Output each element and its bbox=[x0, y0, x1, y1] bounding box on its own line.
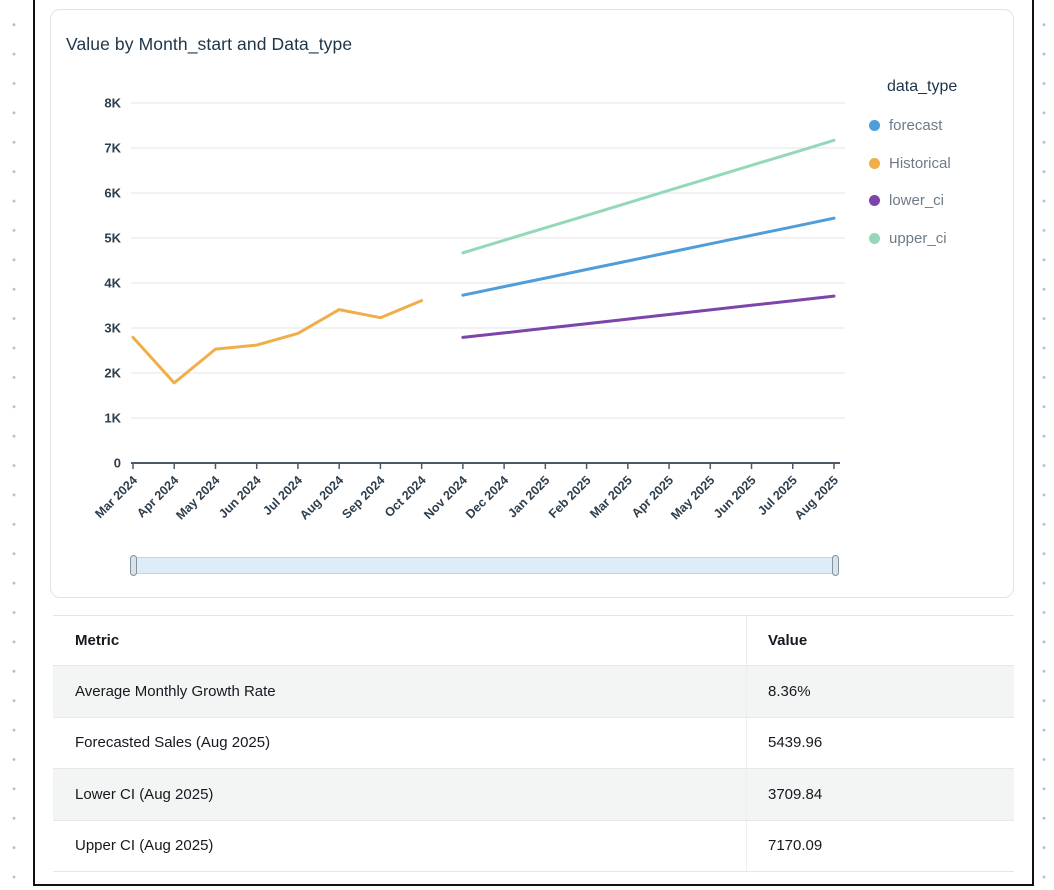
column-header-value[interactable]: Value bbox=[746, 616, 1014, 665]
sheet-frame-right-edge bbox=[1032, 0, 1034, 886]
metric-cell: Average Monthly Growth Rate bbox=[75, 682, 276, 700]
x-axis-tick-label: Jun 2024 bbox=[216, 473, 264, 521]
slider-handle-right[interactable] bbox=[832, 555, 839, 576]
legend-label: upper_ci bbox=[889, 229, 947, 247]
column-header-metric[interactable]: Metric bbox=[75, 632, 120, 649]
x-axis-tick-label: Jun 2025 bbox=[711, 473, 759, 521]
x-axis-tick-label: May 2025 bbox=[668, 473, 717, 522]
series-line-Historical[interactable] bbox=[131, 299, 424, 385]
slider-handle-left[interactable] bbox=[130, 555, 137, 576]
legend-item-lower_ci[interactable]: lower_ci bbox=[863, 182, 1013, 220]
sheet-frame-bottom-edge bbox=[33, 884, 1034, 886]
y-axis-tick-label: 3K bbox=[104, 321, 121, 336]
legend-label: lower_ci bbox=[889, 192, 945, 210]
legend-item-upper_ci[interactable]: upper_ci bbox=[863, 220, 1013, 258]
value-cell: 7170.09 bbox=[746, 820, 1014, 871]
legend-swatch-icon bbox=[869, 195, 880, 207]
legend-label: Historical bbox=[889, 154, 951, 172]
table-row[interactable]: Forecasted Sales (Aug 2025) 5439.96 bbox=[53, 717, 1014, 769]
x-axis-tick-label: Nov 2024 bbox=[421, 473, 470, 522]
series-line-lower_ci[interactable] bbox=[461, 294, 836, 339]
legend-swatch-icon bbox=[869, 157, 880, 169]
x-axis-tick-label: Feb 2025 bbox=[546, 473, 594, 521]
series-line-forecast[interactable] bbox=[461, 216, 836, 297]
x-axis-tick-label: Aug 2024 bbox=[297, 473, 346, 522]
metric-cell: Lower CI (Aug 2025) bbox=[75, 785, 214, 803]
x-axis-tick-label: Aug 2025 bbox=[792, 473, 841, 522]
canvas-grid-dots-left bbox=[12, 0, 16, 890]
legend-label: forecast bbox=[889, 117, 943, 135]
x-axis-tick-label: Mar 2025 bbox=[587, 473, 635, 521]
value-cell: 8.36% bbox=[746, 666, 1014, 717]
metric-cell: Upper CI (Aug 2025) bbox=[75, 837, 214, 855]
date-range-slider-track[interactable] bbox=[130, 555, 839, 576]
y-axis-tick-label: 8K bbox=[104, 96, 121, 111]
metrics-table: Metric Value Average Monthly Growth Rate 8.… bbox=[53, 615, 1014, 872]
legend-item-Historical[interactable]: Historical bbox=[863, 145, 1013, 183]
legend-title: data_type bbox=[887, 78, 958, 95]
line-chart-visual-card: Value by Month_start and Data_type 0 1K 2K… bbox=[50, 9, 1014, 598]
y-axis-tick-label: 4K bbox=[104, 276, 121, 291]
legend-items: forecast Historical lower_ci upper_ci bbox=[863, 107, 1013, 257]
y-axis-tick-label: 1K bbox=[104, 411, 121, 426]
value-cell: 3709.84 bbox=[746, 769, 1014, 820]
y-axis-tick-label: 6K bbox=[104, 186, 121, 201]
table-row[interactable]: Lower CI (Aug 2025) 3709.84 bbox=[53, 769, 1014, 821]
sheet-frame-left-edge bbox=[33, 0, 35, 886]
legend-swatch-icon bbox=[869, 120, 880, 132]
legend-item-forecast[interactable]: forecast bbox=[863, 107, 1013, 145]
table-row[interactable]: Average Monthly Growth Rate 8.36% bbox=[53, 666, 1014, 718]
visual-title: Value by Month_start and Data_type bbox=[66, 34, 353, 54]
canvas-grid-dots-right bbox=[1042, 0, 1046, 890]
y-axis-tick-label: 5K bbox=[104, 231, 121, 246]
table-row[interactable]: Upper CI (Aug 2025) 7170.09 bbox=[53, 820, 1014, 872]
table-header-row: Metric Value bbox=[53, 616, 1014, 666]
metric-cell: Forecasted Sales (Aug 2025) bbox=[75, 734, 271, 752]
x-axis-tick-label: Dec 2024 bbox=[463, 473, 511, 521]
y-axis-tick-label: 0 bbox=[114, 456, 121, 471]
legend-swatch-icon bbox=[869, 232, 880, 244]
value-cell: 5439.96 bbox=[746, 717, 1014, 768]
x-axis-tick-label: Jan 2025 bbox=[505, 473, 552, 520]
x-axis-tick-label: Sep 2024 bbox=[339, 473, 387, 521]
y-axis-tick-label: 7K bbox=[104, 141, 121, 156]
x-axis-tick-label: May 2024 bbox=[173, 473, 222, 522]
y-axis-tick-label: 2K bbox=[104, 366, 121, 381]
x-axis-tick-label: Mar 2024 bbox=[92, 473, 140, 521]
series-line-upper_ci[interactable] bbox=[461, 138, 836, 255]
